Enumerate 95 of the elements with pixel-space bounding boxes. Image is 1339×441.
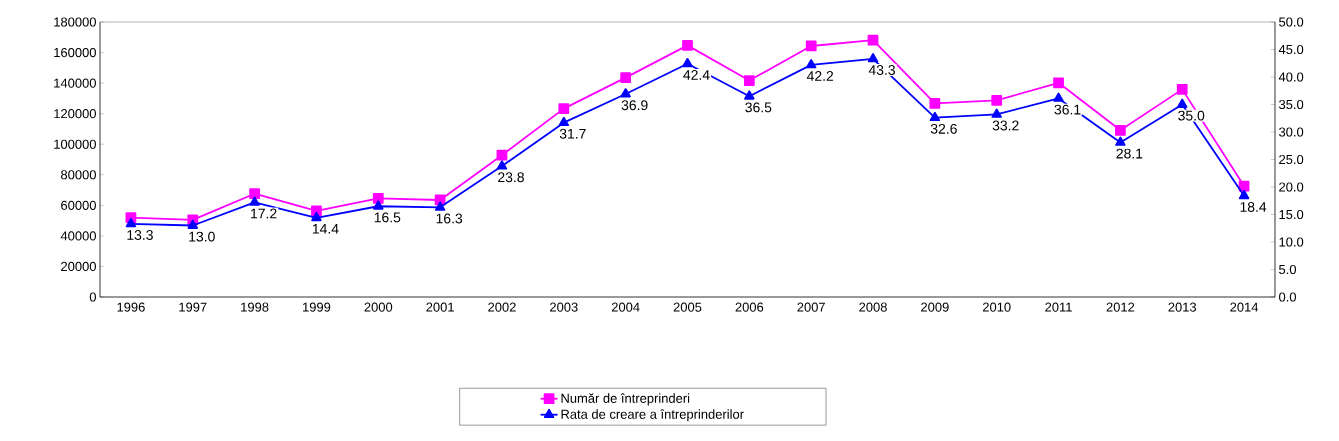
point [496, 160, 508, 170]
point [311, 211, 322, 222]
x-tick-label: 2005 [673, 302, 702, 312]
point [929, 98, 941, 109]
data-label: 16.3 [436, 213, 463, 224]
y-tick-label: 180000 [54, 17, 96, 27]
point [434, 201, 446, 211]
point [1053, 77, 1064, 89]
x-tick-label: 2013 [1168, 302, 1197, 312]
point [311, 205, 322, 217]
point [867, 52, 879, 63]
x-tick-label: 1996 [117, 302, 145, 312]
x-tick-label: 2014 [1230, 302, 1259, 312]
point [1238, 189, 1250, 200]
x-tick-label: 2007 [797, 302, 825, 312]
y-tick-label: 160000 [54, 47, 96, 58]
data-label: 36.9 [621, 100, 648, 111]
x-tick-label: 1999 [303, 302, 331, 312]
point [1053, 92, 1064, 102]
data-label: 23.8 [498, 172, 524, 183]
data-label: 42.2 [806, 71, 834, 81]
point [373, 200, 384, 210]
point [187, 219, 198, 229]
y-tick-label: 80000 [61, 170, 96, 180]
point [682, 57, 693, 68]
point [867, 34, 879, 46]
y2-tick-label: 30.0 [1279, 127, 1304, 137]
point [1115, 124, 1126, 136]
y2-tick-label: 25.0 [1279, 154, 1304, 165]
y2-tick-label: 45.0 [1278, 44, 1304, 55]
y2-tick-label: 20.0 [1279, 182, 1304, 192]
point [1176, 83, 1188, 95]
x-tick-label: 2009 [921, 302, 949, 312]
x-tick-label: 2000 [364, 302, 393, 312]
point [558, 116, 570, 127]
data-label: 16.5 [374, 212, 401, 223]
x-tick-label: 2003 [550, 302, 578, 312]
data-label: 35.0 [1178, 110, 1205, 121]
x-tick-label: 2011 [1045, 302, 1072, 312]
legend-label: Număr de întreprinderi [561, 393, 690, 406]
x-tick-label: 2006 [735, 302, 764, 312]
data-label: 14.4 [312, 224, 339, 234]
data-label: 31.7 [559, 128, 586, 139]
x-tick-label: 2002 [488, 302, 516, 312]
y2-tick-label: 50.0 [1279, 17, 1304, 27]
point [620, 72, 632, 83]
y-tick-label: 140000 [54, 78, 96, 88]
x-tick-label: 2001 [426, 302, 454, 312]
point [1177, 98, 1188, 108]
point [496, 149, 508, 161]
y2-tick-label: 15.0 [1279, 209, 1304, 220]
data-label: 13.0 [189, 231, 215, 242]
point [1115, 136, 1126, 146]
y2-tick-label: 5.0 [1279, 264, 1297, 275]
x-tick-label: 2012 [1106, 302, 1135, 312]
point [991, 108, 1002, 118]
data-label: 36.5 [745, 102, 772, 113]
point [558, 103, 570, 115]
x-tick-label: 1998 [241, 302, 269, 312]
y2-tick-label: 10.0 [1279, 237, 1304, 247]
point [372, 192, 384, 204]
legend-label: Rata de creare a întreprinderilor [561, 409, 744, 422]
y2-tick-label: 40.0 [1278, 72, 1304, 82]
point [125, 217, 137, 228]
point [620, 88, 631, 98]
point [805, 40, 817, 52]
data-label: 18.4 [1240, 201, 1267, 212]
point [743, 75, 755, 86]
point [744, 90, 755, 100]
data-label: 42.4 [683, 69, 710, 80]
data-label: 33.2 [992, 120, 1019, 131]
data-label: 28.1 [1116, 148, 1143, 159]
data-label: 17.2 [251, 208, 277, 219]
y-tick-label: 120000 [54, 109, 96, 119]
y2-tick-label: 35.0 [1279, 99, 1304, 110]
y2-tick-label: 0.0 [1279, 292, 1297, 302]
y-tick-label: 0 [89, 292, 96, 302]
data-label: 43.3 [868, 65, 895, 75]
data-label: 32.6 [930, 123, 957, 134]
data-label: 13.3 [127, 230, 153, 240]
x-tick-label: 1997 [179, 302, 207, 312]
data-label: 36.1 [1054, 104, 1081, 115]
point [991, 94, 1003, 106]
y-tick-label: 60000 [61, 200, 96, 210]
point [805, 59, 817, 69]
y-tick-label: 40000 [60, 231, 96, 241]
point [249, 196, 260, 206]
y-tick-label: 100000 [54, 139, 96, 149]
point [682, 39, 693, 51]
point [929, 111, 941, 122]
x-tick-label: 2004 [611, 302, 640, 312]
x-tick-label: 2010 [982, 302, 1011, 312]
x-tick-label: 2008 [859, 302, 887, 312]
y-tick-label: 20000 [61, 261, 96, 272]
point [249, 188, 260, 200]
